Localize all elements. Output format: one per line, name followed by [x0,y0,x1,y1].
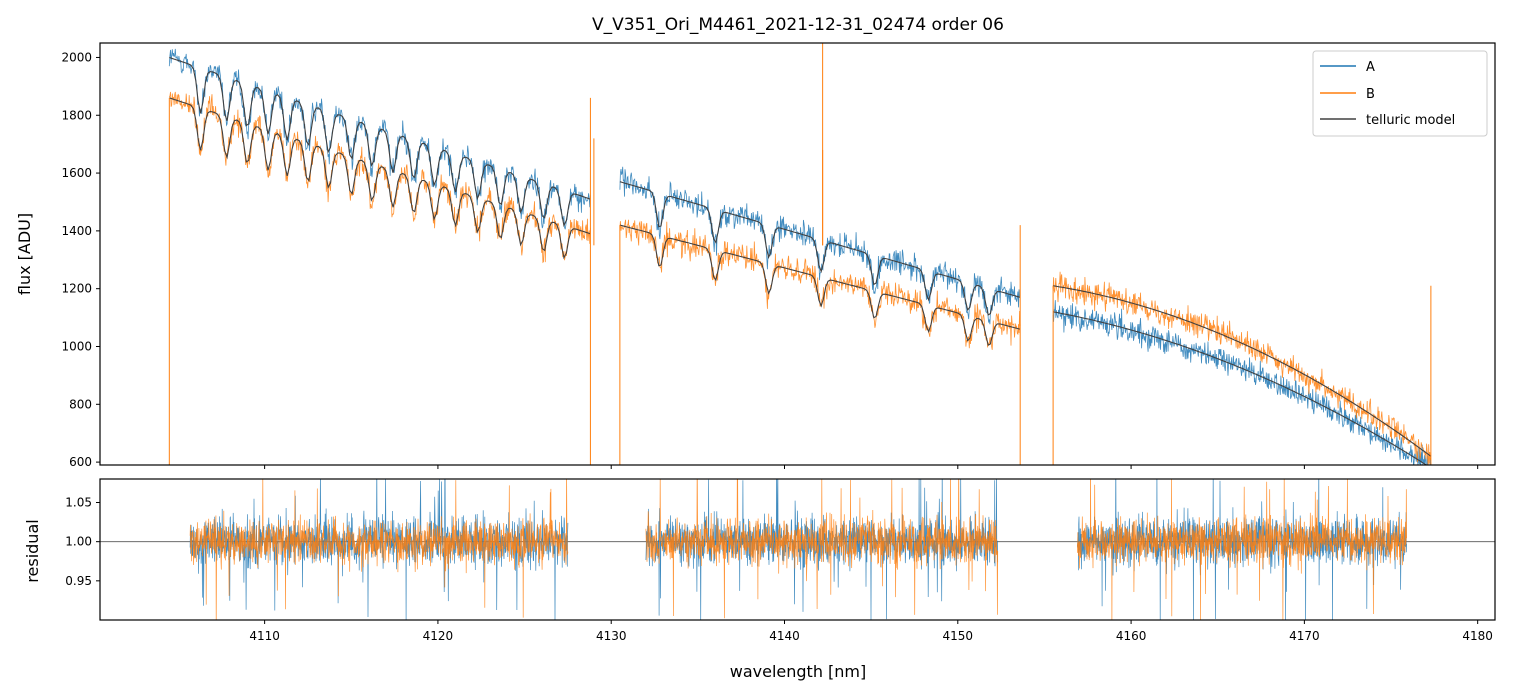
residual-panel: 4110 4120 4130 4140 4150 4160 4170 4180 0.95 1.00… [23,478,1496,681]
legend-label-model: telluric model [1366,113,1455,128]
flux-ytick-label: 1200 [61,282,92,296]
residual-line [1077,479,1407,620]
flux-ytick-label: 2000 [61,50,92,64]
residual-ylabel: residual [23,519,42,582]
residual-xtick-label: 4150 [943,629,974,643]
legend-label-b: B [1366,87,1375,102]
legend: A B telluric model [1312,50,1488,137]
flux-ytick-label: 800 [69,397,92,411]
telluric-model-line [619,224,1021,346]
flux-ytick-label: 1600 [61,166,92,180]
series-a-line [619,166,1021,325]
telluric-model-line [1053,285,1432,457]
flux-ytick-label: 1800 [61,108,92,122]
residual-xtick-label: 4130 [596,629,627,643]
flux-axes-frame [99,42,1496,466]
series-a-line [168,48,591,230]
residual-xtick-label: 4140 [769,629,800,643]
residual-ytick-label: 0.95 [65,574,92,588]
residual-xtick-label: 4160 [1116,629,1147,643]
chart-title: V_V351_Ori_M4461_2021-12-31_02474 order … [592,15,1004,35]
residual-xtick-label: 4120 [423,629,454,643]
residual-xlabel: wavelength [nm] [730,662,867,681]
telluric-model-line [1053,311,1428,465]
flux-ytick-label: 600 [69,455,92,469]
flux-ytick-label: 1000 [61,339,92,353]
series-b-line [168,91,591,264]
telluric-model-line [169,97,591,260]
residual-axes-frame [99,478,1496,621]
flux-ytick-label: 1400 [61,224,92,238]
flux-panel: 600 800 1000 1200 1400 1600 1800 2000 flux [ADU… [15,42,1496,469]
residual-line [189,479,569,620]
residual-ytick-label: 1.05 [65,496,92,510]
legend-label-a: A [1366,60,1375,75]
flux-ticks: 600 800 1000 1200 1400 1600 1800 2000 [61,50,1479,469]
telluric-model-line [169,56,591,228]
series-a-line [1052,300,1432,465]
residual-ticks: 4110 4120 4130 4140 4150 4160 4170 4180 0.95 1.00… [65,496,1493,644]
residual-data [100,479,1495,620]
residual-line [645,479,999,619]
flux-data [168,43,1432,465]
residual-xtick-label: 4110 [249,629,280,643]
series-b-line [619,219,1021,350]
residual-ytick-label: 1.00 [65,535,92,549]
flux-ylabel: flux [ADU] [15,213,34,295]
telluric-model-line [619,181,1021,316]
residual-xtick-label: 4180 [1462,629,1493,643]
residual-xtick-label: 4170 [1289,629,1320,643]
